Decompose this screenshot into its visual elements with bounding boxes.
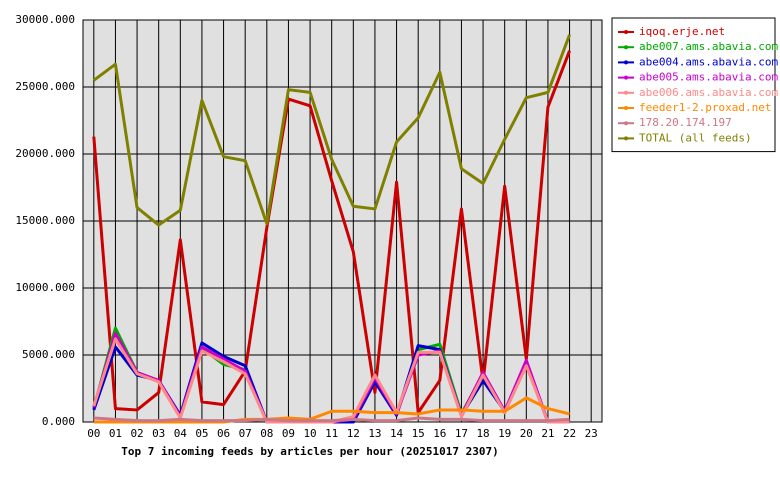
legend-label: iqoq.erje.net xyxy=(639,25,725,38)
x-tick-label: 15 xyxy=(412,427,425,440)
y-tick-label: 15000.000 xyxy=(15,214,75,227)
series-line xyxy=(92,34,571,227)
y-tick-label: 10000.000 xyxy=(15,281,75,294)
legend-label: 178.20.174.197 xyxy=(639,116,732,129)
x-tick-label: 00 xyxy=(87,427,100,440)
x-tick-label: 14 xyxy=(390,427,404,440)
legend-swatch-dot xyxy=(624,60,628,65)
x-tick-label: 18 xyxy=(476,427,489,440)
legend-swatch-dot xyxy=(624,106,628,110)
series-line xyxy=(92,50,571,415)
x-tick-label: 09 xyxy=(282,427,295,440)
x-tick-label: 23 xyxy=(585,427,598,440)
x-tick-label: 19 xyxy=(498,427,511,440)
x-tick-label: 20 xyxy=(520,427,533,440)
x-tick-label: 17 xyxy=(455,427,468,440)
legend-swatch-dot xyxy=(624,136,628,141)
chart-title: Top 7 incoming feeds by articles per hou… xyxy=(121,445,499,458)
legend-label: abe004.ams.abavia.com xyxy=(639,55,778,68)
legend-label: TOTAL (all feeds) xyxy=(639,131,752,144)
x-tick-label: 11 xyxy=(325,427,338,440)
legend-swatch-dot xyxy=(624,90,628,95)
legend-label: feeder1-2.proxad.net xyxy=(639,101,771,114)
x-tick-label: 21 xyxy=(541,427,554,440)
x-tick-label: 07 xyxy=(239,427,252,440)
y-tick-label: 30000.000 xyxy=(15,13,75,26)
x-tick-label: 06 xyxy=(217,427,230,440)
x-tick-label: 22 xyxy=(563,427,576,440)
x-tick-label: 03 xyxy=(152,427,165,440)
legend-box xyxy=(611,17,776,153)
y-tick-label: 5000.000 xyxy=(22,348,75,361)
x-tick-label: 16 xyxy=(433,427,446,440)
x-tick-label: 13 xyxy=(368,427,381,440)
x-tick-label: 01 xyxy=(109,427,122,440)
legend-swatch-dot xyxy=(624,121,628,126)
legend-swatch-dot xyxy=(624,30,628,34)
series-line xyxy=(93,396,570,424)
y-tick-label: 20000.000 xyxy=(15,147,75,160)
legend-swatch-dot xyxy=(624,45,628,50)
legend-label: abe006.ams.abavia.com xyxy=(639,86,778,99)
x-tick-label: 10 xyxy=(303,427,316,440)
series-line xyxy=(93,416,570,423)
x-tick-label: 05 xyxy=(195,427,208,440)
legend-swatch-dot xyxy=(624,75,628,80)
legend-label: abe005.ams.abavia.com xyxy=(639,71,778,84)
y-tick-label: 25000.000 xyxy=(15,80,75,93)
legend-label: abe007.ams.abavia.com xyxy=(639,40,778,53)
x-tick-label: 08 xyxy=(260,427,273,440)
x-tick-label: 02 xyxy=(130,427,143,440)
x-tick-label: 04 xyxy=(174,427,188,440)
y-tick-label: 0.000 xyxy=(42,415,75,428)
x-tick-label: 12 xyxy=(347,427,360,440)
